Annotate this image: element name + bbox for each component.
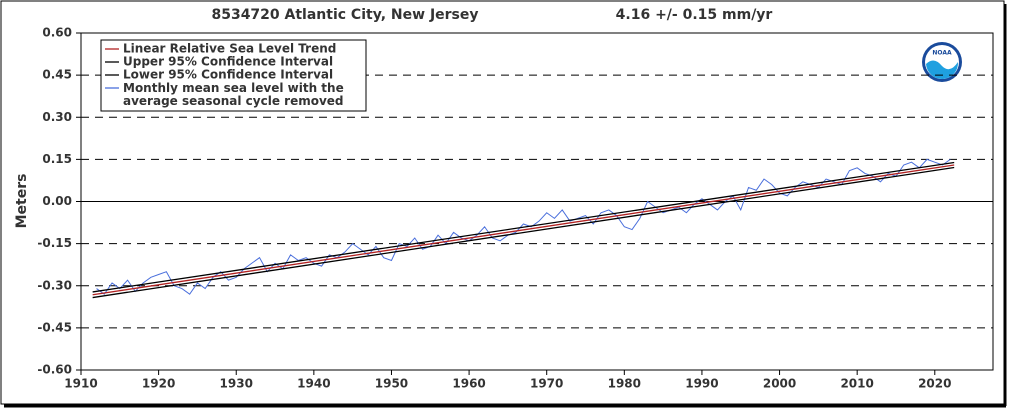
- series-line: [96, 158, 951, 295]
- y-tick-label: 0.15: [42, 152, 72, 166]
- legend-label: Linear Relative Sea Level Trend: [123, 42, 336, 56]
- y-tick-label: -0.60: [37, 363, 72, 377]
- chart-subtitle: 4.16 +/- 0.15 mm/yr: [616, 7, 773, 23]
- chart-title: 8534720 Atlantic City, New Jersey: [211, 7, 478, 23]
- y-tick-label: 0.30: [42, 110, 72, 124]
- x-tick-label: 2000: [763, 377, 796, 391]
- legend-label: Upper 95% Confidence Interval: [123, 55, 333, 69]
- y-axis-label: Meters: [14, 174, 30, 229]
- x-tick-label: 1960: [452, 377, 485, 391]
- legend-label-line: Monthly mean sea level with the: [123, 81, 344, 95]
- y-tick-label: -0.15: [37, 236, 72, 250]
- x-tick-label: 1990: [685, 377, 718, 391]
- y-tick-label: -0.30: [37, 278, 72, 292]
- x-tick-label: 1940: [297, 377, 330, 391]
- y-tick-label: 0.45: [42, 68, 72, 82]
- x-tick-label: 1920: [142, 377, 175, 391]
- y-tick-label: -0.45: [37, 320, 72, 334]
- series-line: [92, 166, 955, 299]
- x-tick-label: 2010: [840, 377, 873, 391]
- legend-label: Monthly mean sea level with the average s…: [123, 81, 344, 108]
- legend-label: Lower 95% Confidence Interval: [123, 68, 333, 82]
- series-line: [92, 161, 955, 293]
- legend-label-line: average seasonal cycle removed: [123, 94, 344, 108]
- plot-border: [80, 32, 994, 371]
- x-tick-label: 2020: [918, 377, 951, 391]
- x-tick-label: 1910: [64, 377, 97, 391]
- x-tick-label: 1980: [608, 377, 641, 391]
- legend-box: [100, 39, 367, 112]
- y-tick-label: 0.00: [42, 194, 72, 208]
- series-line: [92, 164, 955, 296]
- x-tick-label: 1950: [375, 377, 408, 391]
- y-tick-label: 0.60: [42, 26, 72, 40]
- x-tick-label: 1970: [530, 377, 563, 391]
- noaa-logo: NOAA: [922, 42, 962, 82]
- svg-text:NOAA: NOAA: [932, 50, 952, 57]
- x-tick-label: 1930: [220, 377, 253, 391]
